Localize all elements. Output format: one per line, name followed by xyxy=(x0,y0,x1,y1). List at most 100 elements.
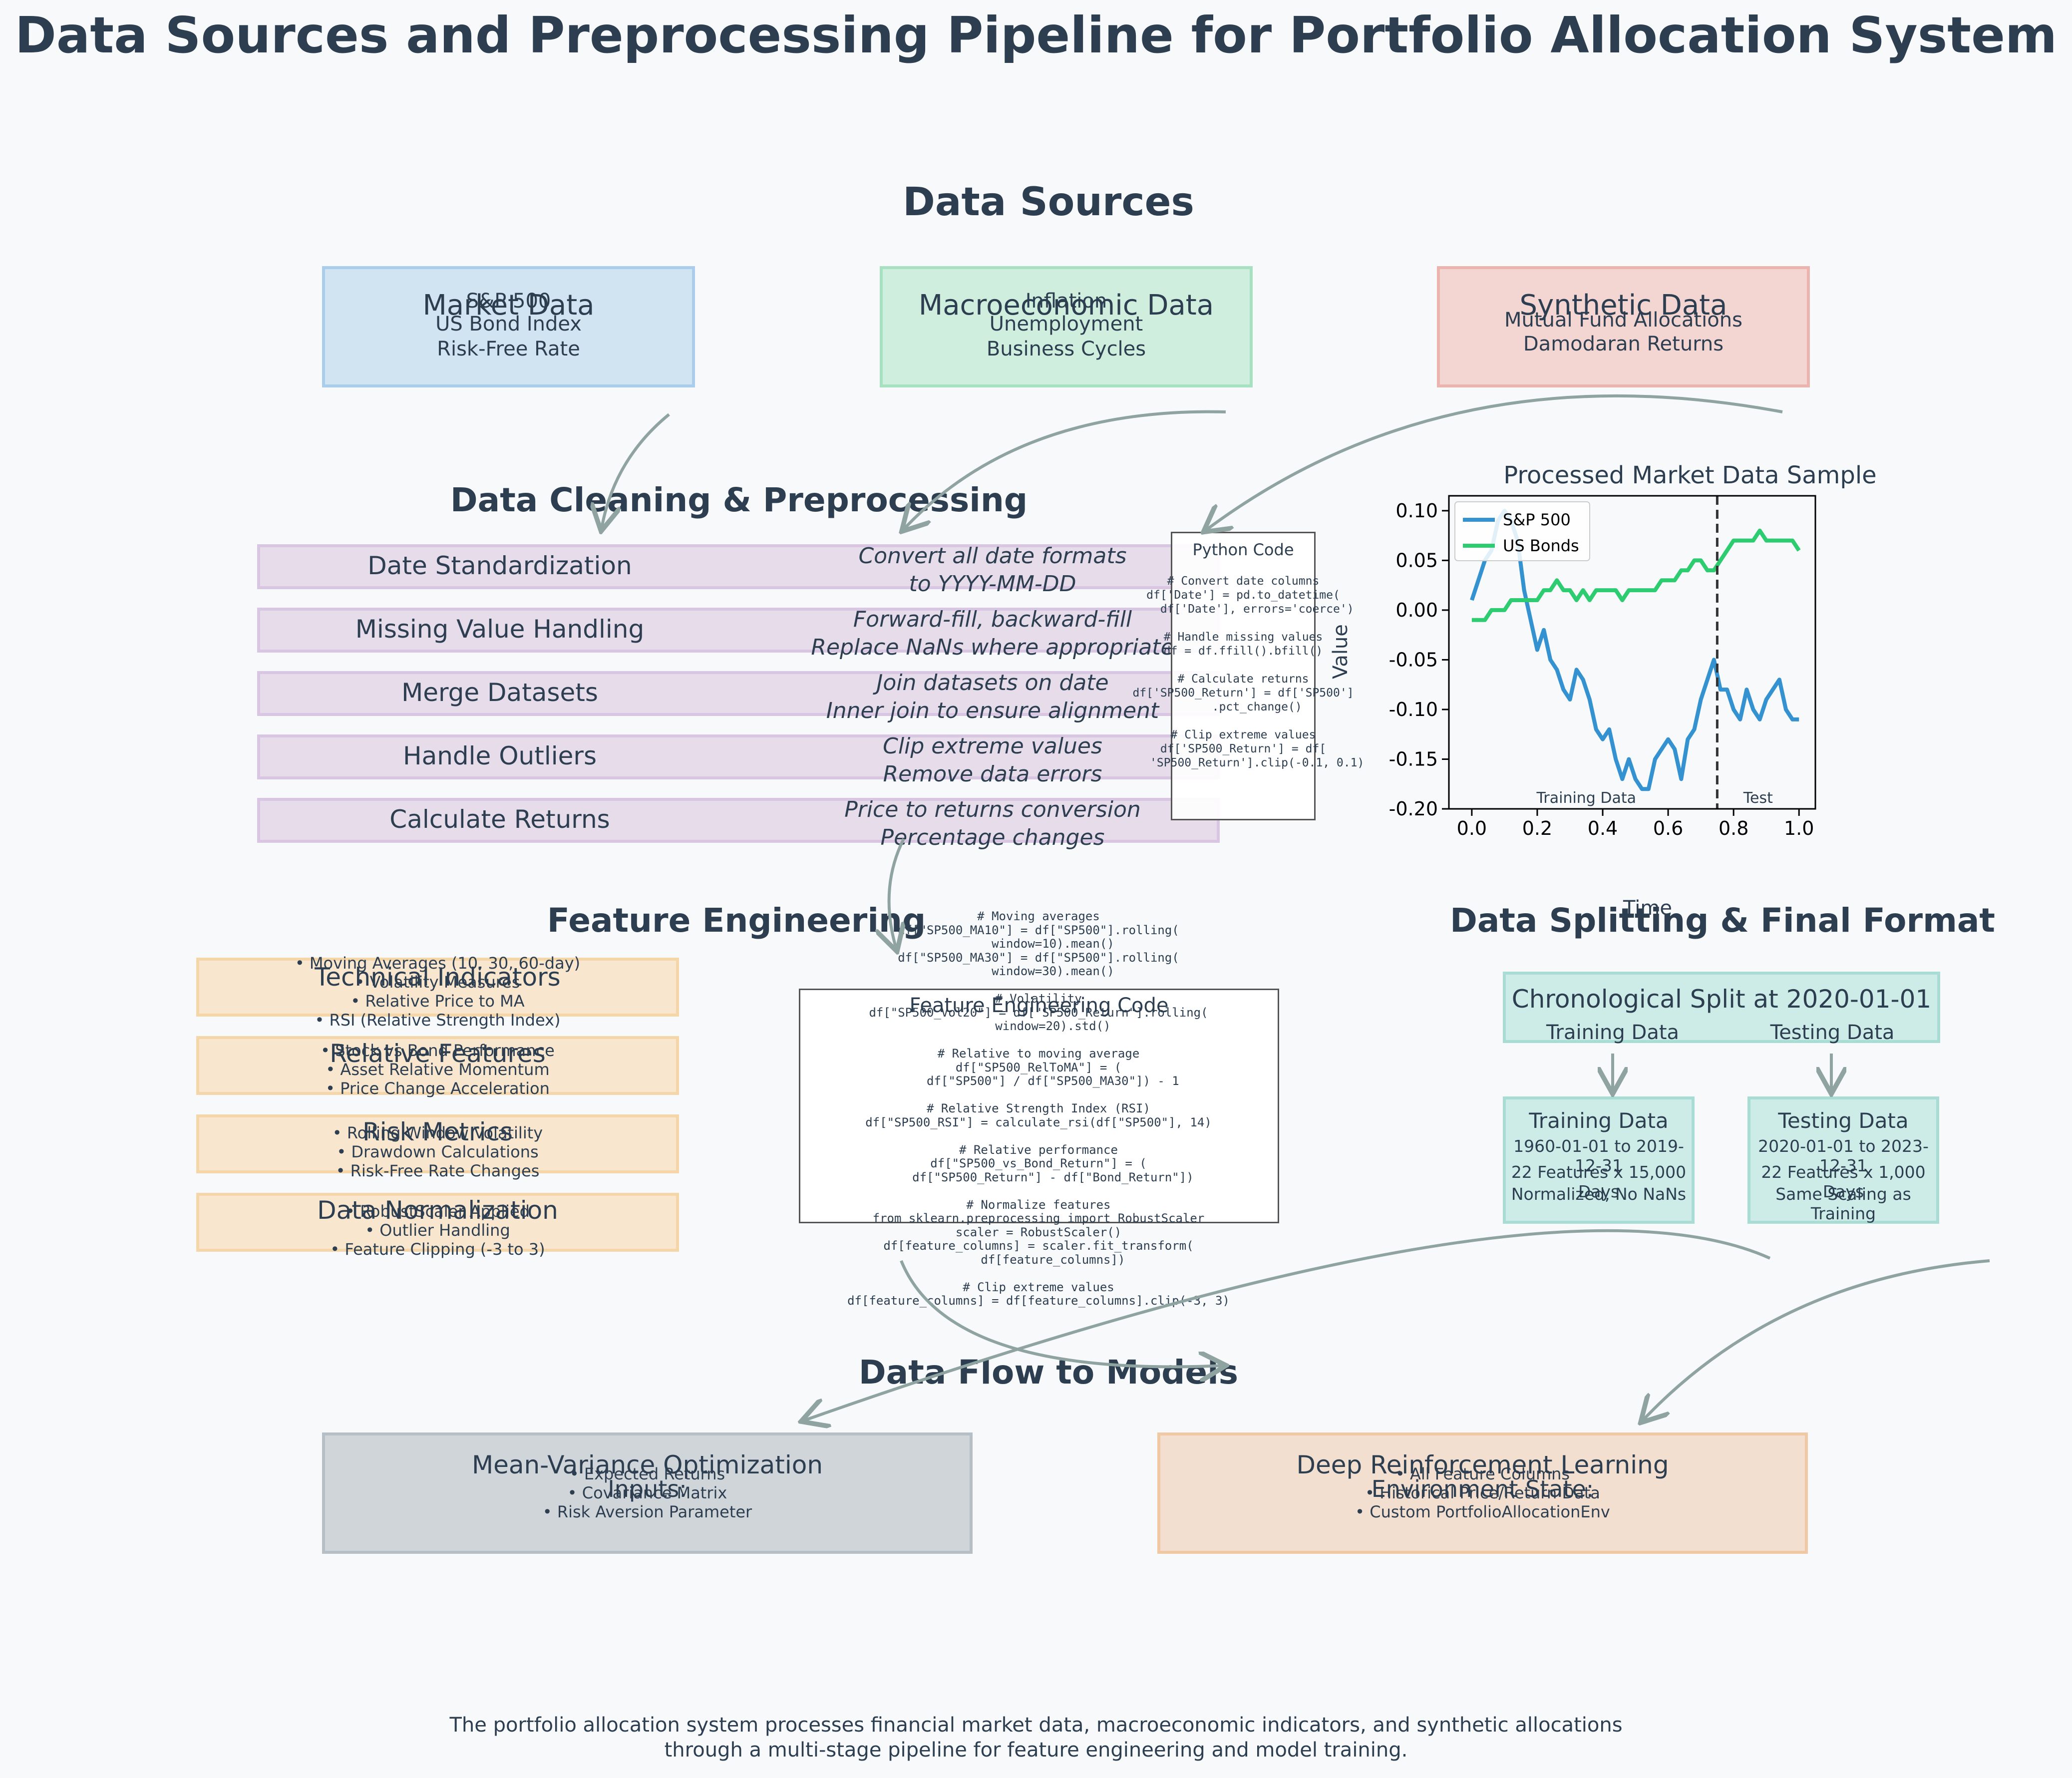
training-annotation: Training Data xyxy=(1536,789,1636,807)
section-feature-engineering: Feature Engineering xyxy=(547,901,926,940)
y-tick-label: 0.00 xyxy=(1395,599,1438,621)
feature-item: • Feature Clipping (-3 to 3) xyxy=(330,1240,545,1259)
feature-group-items: • Rolling Window Volatility • Drawdown C… xyxy=(199,1123,676,1180)
caption: The portfolio allocation system processe… xyxy=(0,1713,2072,1763)
model-item: • Custom PortfolioAllocationEnv xyxy=(1355,1502,1610,1521)
source-market-data: Market Data S&P 500 US Bond Index Risk-F… xyxy=(322,266,695,387)
caption-line: The portfolio allocation system processe… xyxy=(449,1714,1623,1737)
section-data-sources: Data Sources xyxy=(903,180,1194,225)
feature-group-title: Risk Metrics xyxy=(362,1117,513,1146)
chart-ylabel: Value xyxy=(1329,624,1352,679)
step-name: Handle Outliers xyxy=(402,741,597,770)
test-annotation: Test xyxy=(1743,789,1773,807)
step-name: Merge Datasets xyxy=(401,678,598,707)
section-splitting: Data Splitting & Final Format xyxy=(1450,901,1995,940)
feature-item: • Drawdown Calculations xyxy=(337,1142,539,1161)
step-desc: Convert all date formats to YYYY-MM-DD xyxy=(783,542,1202,598)
fe-code-text: # Moving averages df["SP500_MA10"] = df[… xyxy=(847,909,1230,1308)
feature-item: • RobustScaler Applied xyxy=(345,1202,530,1221)
model-item: • Historical Price/Return Data xyxy=(1365,1483,1600,1502)
cleaning-step: Handle Outliers Clip extreme values Remov… xyxy=(257,733,1220,787)
feature-group-items: • Stock vs Bond Performance • Asset Rela… xyxy=(199,1041,676,1098)
section-data-flow: Data Flow to Models xyxy=(858,1353,1239,1392)
testing-title: Testing Data xyxy=(1778,1108,1909,1133)
source-macro-data: Macroeconomic Data Inflation Unemploymen… xyxy=(880,266,1253,387)
step-desc-line: Percentage changes xyxy=(880,825,1105,850)
step-desc-line: Replace NaNs where appropriate xyxy=(811,635,1174,660)
source-item: Damodaran Returns xyxy=(1523,333,1724,356)
series-line xyxy=(1471,528,1801,622)
training-title: Training Data xyxy=(1529,1108,1669,1133)
source-items: S&P 500 US Bond Index Risk-Free Rate xyxy=(325,285,692,365)
feature-item: • Stock vs Bond Performance xyxy=(321,1041,555,1060)
cleaning-step: Calculate Returns Price to returns conve… xyxy=(257,797,1220,850)
arrow-testing-to-drl xyxy=(1643,1259,1990,1421)
feature-group-items: • Moving Averages (10, 30, 60-day) • Vol… xyxy=(199,954,676,1030)
feature-group-title: Technical Indicators xyxy=(315,963,561,992)
step-desc: Join datasets on date Inner join to ensur… xyxy=(783,669,1202,725)
x-tick-label: 0.4 xyxy=(1588,817,1618,839)
model-mvo-box: Mean-Variance Optimization Inputs: • Exp… xyxy=(322,1432,973,1554)
page-title: Data Sources and Preprocessing Pipeline … xyxy=(14,6,2058,64)
step-name: Calculate Returns xyxy=(389,805,610,834)
caption-line: through a multi-stage pipeline for featu… xyxy=(664,1739,1408,1762)
y-tick-label: -0.15 xyxy=(1389,748,1438,770)
chart-xlabel: Time xyxy=(1623,897,1672,920)
testing-label: Testing Data xyxy=(1770,1021,1895,1044)
source-item: Risk-Free Rate xyxy=(437,338,580,360)
model-item: • Expected Returns xyxy=(569,1464,725,1483)
legend-label: S&P 500 xyxy=(1503,510,1571,529)
source-items: Mutual Fund Allocations Damodaran Return… xyxy=(1440,304,1807,360)
feature-group: Risk Metrics • Rolling Window Volatility… xyxy=(196,1114,679,1180)
feature-item: • Risk-Free Rate Changes xyxy=(336,1161,540,1180)
feature-item: • RSI (Relative Strength Index) xyxy=(315,1011,561,1030)
step-name: Missing Value Handling xyxy=(355,615,645,644)
x-tick-label: 0.8 xyxy=(1719,817,1748,839)
model-subtitle: Inputs: xyxy=(608,1475,687,1502)
source-title: Market Data xyxy=(422,289,595,322)
section-cleaning: Data Cleaning & Preprocessing xyxy=(450,481,1028,519)
model-items: • Expected Returns • Covariance Matrix •… xyxy=(325,1464,970,1521)
step-desc: Clip extreme values Remove data errors xyxy=(783,732,1202,788)
split-label: Chronological Split at 2020-01-01 xyxy=(1511,985,1932,1014)
training-note: Normalized, No NaNs xyxy=(1511,1184,1687,1204)
feature-item: • Outlier Handling xyxy=(365,1221,510,1240)
fe-code-box: Feature Engineering Code xyxy=(799,989,1279,1223)
model-subtitle: Environment State: xyxy=(1371,1475,1594,1502)
source-items: Inflation Unemployment Business Cycles xyxy=(883,285,1250,365)
step-desc: Price to returns conversion Percentage ch… xyxy=(783,796,1202,852)
chart-title: Processed Market Data Sample xyxy=(1503,461,1876,489)
x-tick-label: 0.2 xyxy=(1522,817,1552,839)
x-tick-label: 0.6 xyxy=(1653,817,1683,839)
feature-item: • Relative Price to MA xyxy=(350,992,525,1011)
y-tick-label: -0.10 xyxy=(1389,699,1438,720)
x-tick-label: 1.0 xyxy=(1784,817,1814,839)
legend-label: US Bonds xyxy=(1503,536,1579,555)
training-data-box: Training Data 1960-01-01 to 2019-12-31 2… xyxy=(1503,1096,1695,1224)
feature-item: • Asset Relative Momentum xyxy=(326,1060,550,1079)
testing-note: Same Scaling as Training xyxy=(1775,1184,1911,1223)
step-name: Date Standardization xyxy=(367,551,632,580)
step-desc-line: Convert all date formats xyxy=(858,543,1127,569)
feature-group-title: Relative Features xyxy=(330,1039,546,1068)
y-tick-label: 0.10 xyxy=(1395,500,1438,522)
source-item: Business Cycles xyxy=(986,338,1146,360)
step-desc-line: Forward-fill, backward-fill xyxy=(853,607,1132,632)
source-item: Unemployment xyxy=(989,313,1143,336)
model-item: • All Feature Columns xyxy=(1395,1464,1570,1483)
feature-group: Technical Indicators • Moving Averages (… xyxy=(196,954,679,1030)
testing-dates: 2020-01-01 to 2023-12-31 xyxy=(1758,1136,1929,1175)
model-drl-box: Deep Reinforcement Learning Environment … xyxy=(1157,1432,1808,1554)
python-code-title: Python Code xyxy=(1192,540,1294,559)
source-item: US Bond Index xyxy=(435,313,582,336)
step-desc-line: Remove data errors xyxy=(883,761,1102,787)
split-box: Chronological Split at 2020-01-01 xyxy=(1503,972,1940,1043)
fe-code-title: Feature Engineering Code xyxy=(909,994,1169,1017)
cleaning-step: Merge Datasets Join datasets on date Inne… xyxy=(257,670,1220,723)
feature-item: • Volatility Measures xyxy=(355,973,520,992)
source-synthetic-data: Synthetic Data Mutual Fund Allocations D… xyxy=(1437,266,1810,387)
source-item: S&P 500 xyxy=(466,290,551,313)
feature-group-items: • RobustScaler Applied • Outlier Handlin… xyxy=(199,1202,676,1259)
step-desc: Forward-fill, backward-fill Replace NaNs … xyxy=(783,606,1202,662)
step-desc-line: Join datasets on date xyxy=(876,670,1109,696)
